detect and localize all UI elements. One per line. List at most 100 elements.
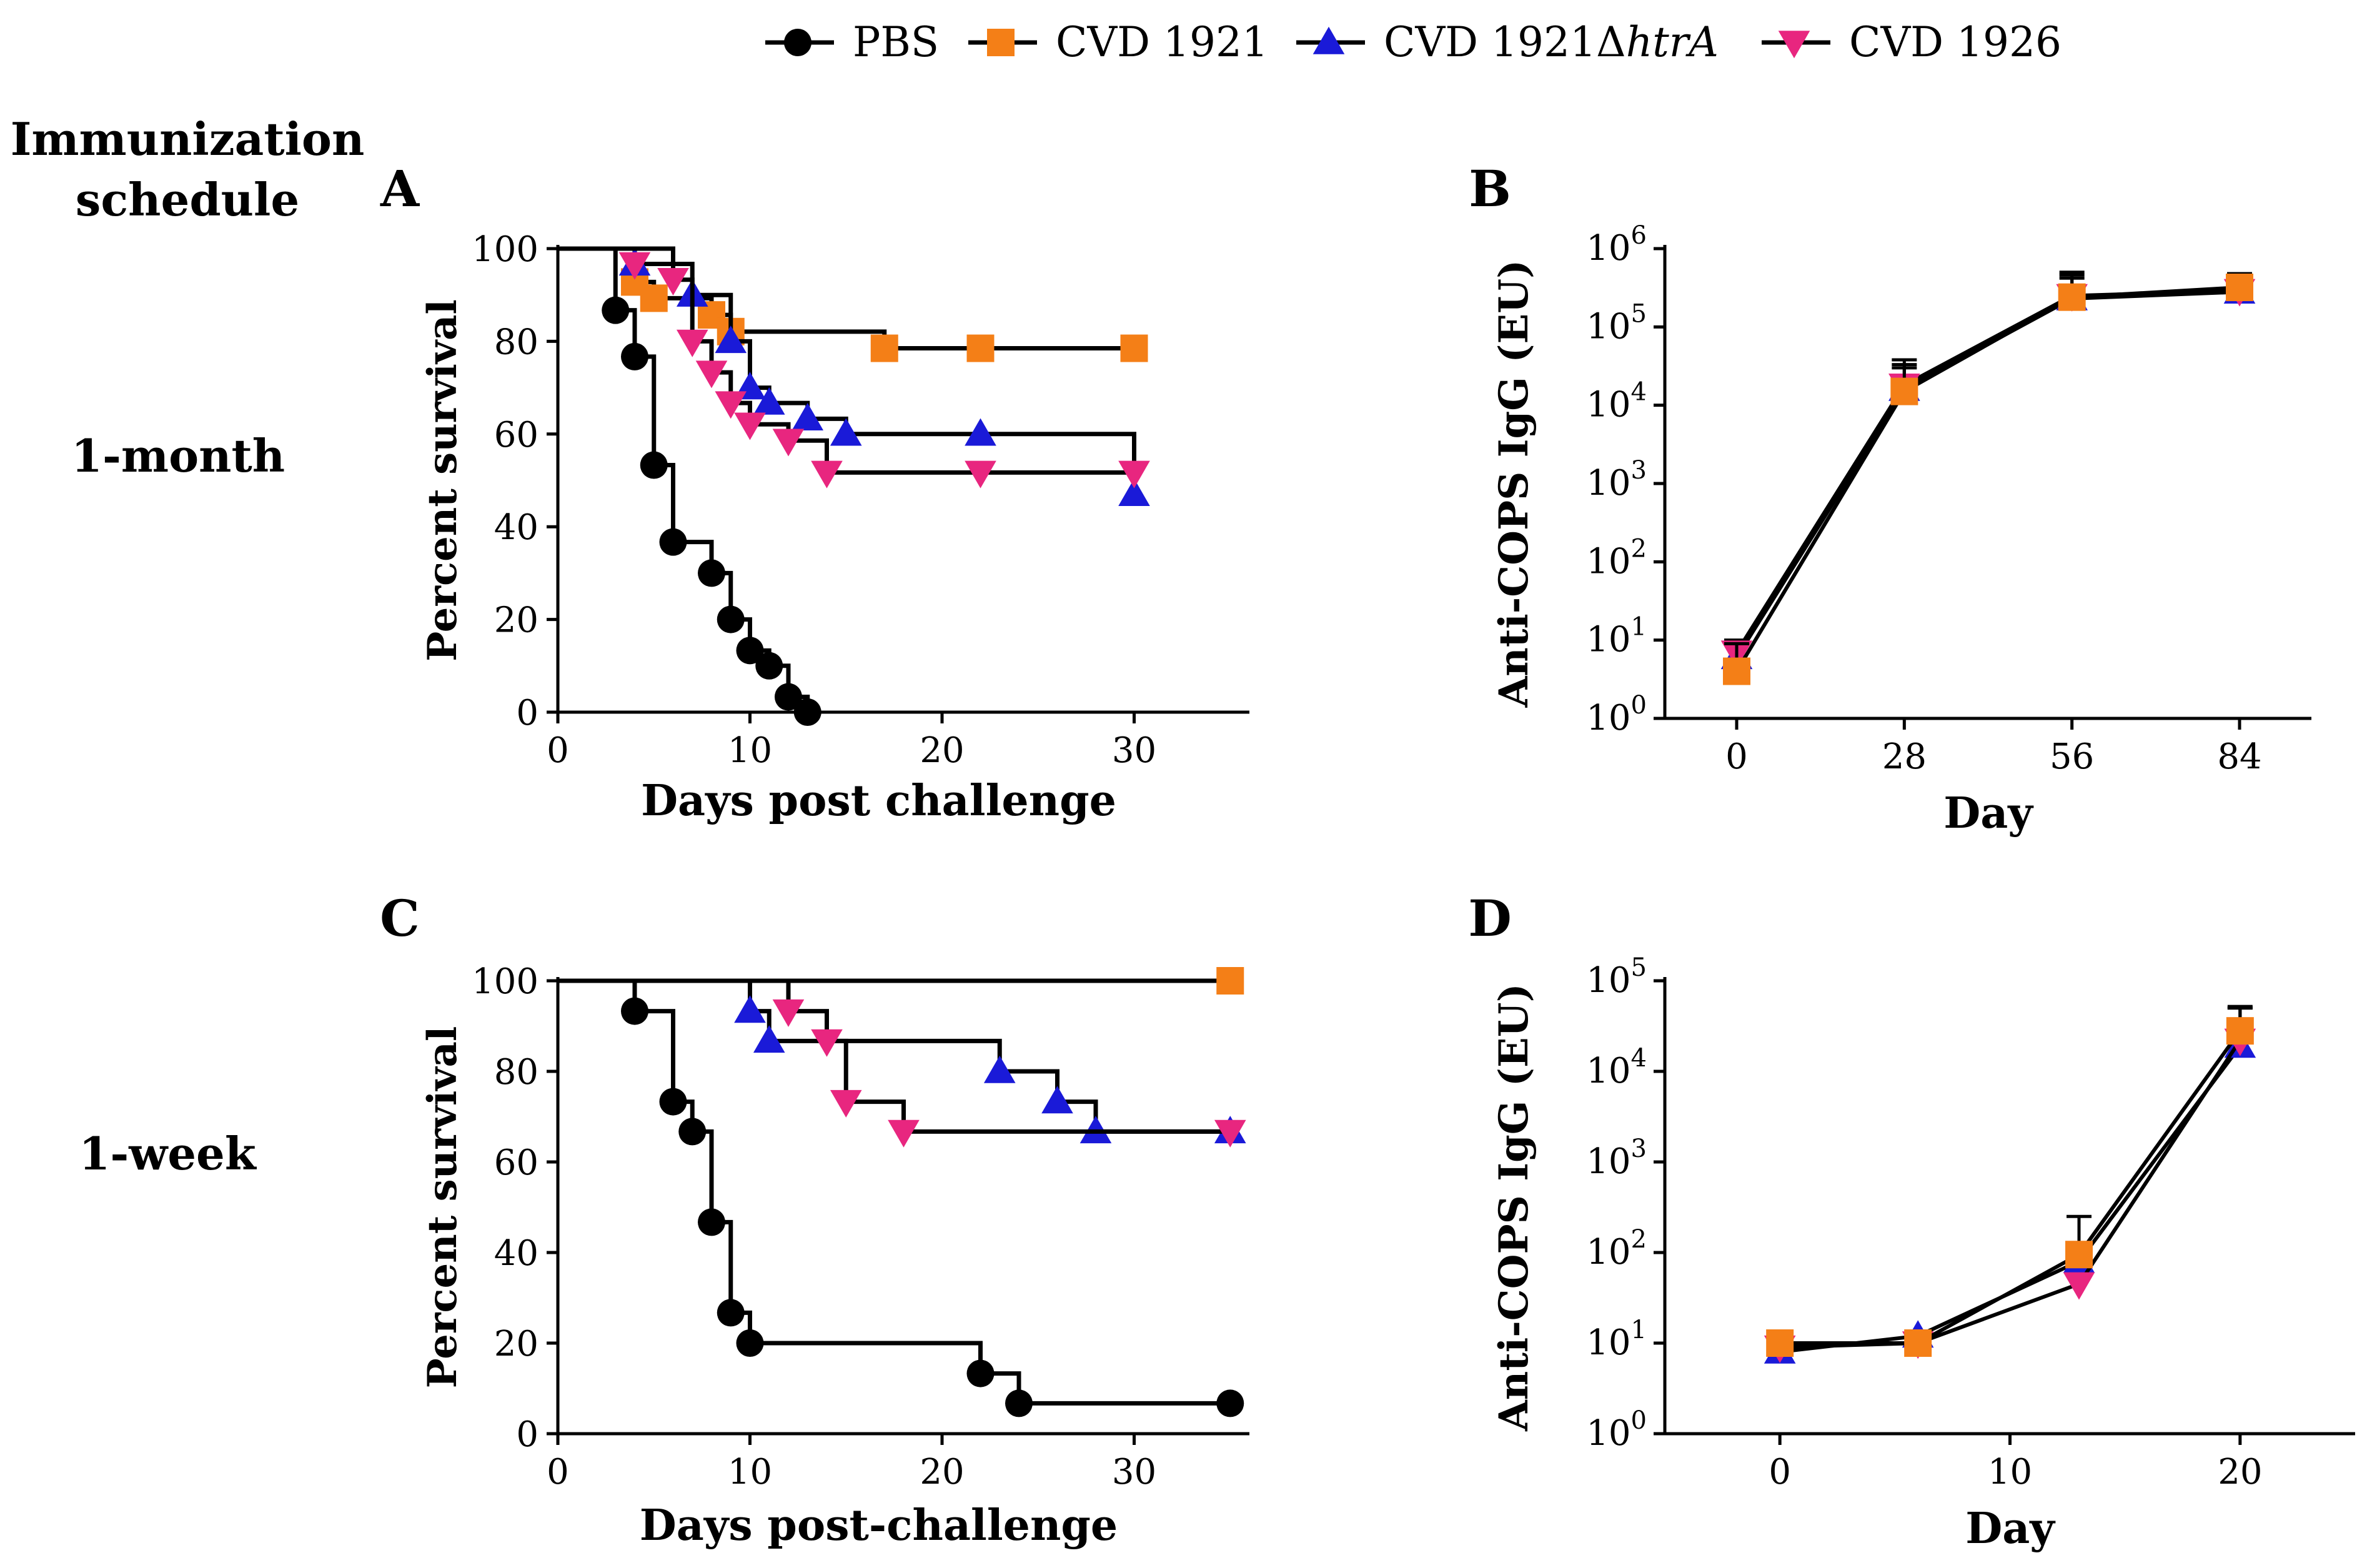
- panel-a-x-tick-label: 10: [728, 730, 772, 771]
- legend-entry-cvd-1921: CVD 1921: [968, 18, 1268, 66]
- panel-a-y-tick-label: 40: [494, 507, 538, 548]
- panel-d-series-cvd-1926-line: [1780, 1039, 2242, 1349]
- panel-c-series-pbs: [558, 978, 1244, 1417]
- panel-c-x-tick-label: 10: [728, 1452, 772, 1492]
- panel-a-series-cvd-1921delta-htra-point: [965, 418, 996, 446]
- legend-label: CVD 1926: [1849, 18, 2062, 66]
- panel-c-series-cvd-1921delta-htra-point: [983, 1055, 1016, 1083]
- panel-a-series-pbs: [558, 246, 821, 726]
- panel-a-x-tick-label: 20: [920, 730, 964, 771]
- panel-a-y-tick-label: 0: [516, 693, 538, 733]
- panel-b-x-tick-label: 84: [2217, 737, 2261, 777]
- panel-c-series-pbs-point: [678, 1118, 707, 1146]
- legend-label: PBS: [853, 18, 939, 66]
- panel-c-x-axis-label: Days post-challenge: [640, 1501, 1118, 1551]
- panel-b-series-cvd-1921-line: [1735, 285, 2240, 673]
- panel-b-y-tick-label: 101: [1586, 613, 1647, 660]
- panel-b-series-cvd-1921: [1723, 270, 2253, 685]
- panel-c-series-cvd-1926-line: [558, 978, 1231, 1134]
- panel-c-y-tick-label: 80: [494, 1052, 538, 1093]
- panel-d-y-tick-label: 104: [1586, 1044, 1647, 1091]
- panel-d-antibody-1-week: D 100 101 102 103 104 105 0 10 20 Day Anti-COPS IgG…: [1468, 889, 2355, 1554]
- panel-c-y-tick-label: 40: [494, 1233, 538, 1274]
- panel-d-y-tick-label: 102: [1586, 1225, 1647, 1273]
- panel-b-x-tick-label: 56: [2050, 737, 2094, 777]
- panel-a-series-pbs-point: [602, 296, 630, 324]
- panel-c-series-cvd-1921delta-htra-point: [734, 995, 766, 1023]
- legend-label: CVD 1921: [1056, 18, 1268, 66]
- panel-a-series-cvd-1926-point: [657, 268, 689, 296]
- panel-a-series-cvd-1926-point: [618, 252, 651, 280]
- panel-a-series-cvd-1926-point: [1118, 460, 1150, 489]
- panel-d-series-cvd-1921delta-htra-line: [1779, 1045, 2242, 1354]
- panel-b-series-cvd-1926: [1720, 272, 2256, 668]
- panel-c-series-pbs-point: [659, 1088, 687, 1116]
- panel-a-series-pbs-point: [640, 451, 668, 479]
- panel-b-y-tick-label: 100: [1586, 691, 1647, 738]
- panel-d-x-axis-label: Day: [1965, 1504, 2056, 1554]
- panel-d-series-cvd-1921: [1766, 1005, 2254, 1357]
- panel-c-series-pbs-point: [621, 997, 648, 1025]
- panel-c-y-tick-label: 100: [472, 961, 538, 1002]
- panel-c-series-cvd-1926-point: [772, 999, 805, 1027]
- panel-a-series-cvd-1921delta-htra-point: [1118, 478, 1150, 506]
- panel-a-survival-1-month: A 0 20 40 60 80 100 0 10 20 30 Days post challenge P…: [380, 159, 1249, 826]
- panel-c-series-pbs-point: [966, 1359, 995, 1387]
- panel-a-series-cvd-1926-point: [772, 429, 805, 457]
- panel-c-y-tick-label: 60: [494, 1143, 538, 1183]
- legend-marker-square: [987, 29, 1015, 56]
- panel-d-x-tick-label: 0: [1769, 1452, 1791, 1492]
- panel-a-series-pbs-point: [793, 698, 821, 726]
- panel-b-series-cvd-1921-point: [1890, 377, 1918, 405]
- panel-a-series-cvd-1921-point: [1120, 334, 1148, 362]
- panel-c-series-cvd-1926-point: [811, 1029, 843, 1057]
- panel-d-letter: D: [1468, 889, 1511, 948]
- panel-d-x-tick-label: 20: [2218, 1452, 2262, 1492]
- row-title-line-2: schedule: [76, 173, 299, 226]
- panel-d-series-cvd-1921-point: [1766, 1329, 1794, 1357]
- panel-a-y-tick-label: 100: [472, 229, 538, 270]
- panel-a-series-cvd-1926: [558, 246, 1150, 489]
- panel-c-series-cvd-1926-point: [830, 1089, 862, 1118]
- legend-marker-triangle-up: [1313, 26, 1345, 54]
- panel-c-y-axis-label: Percent survival: [419, 1026, 466, 1389]
- panel-c-survival-1-week: C 0 20 40 60 80 100 0 10 20 30 Days post-challenge P…: [380, 889, 1249, 1551]
- row-title-line-1: Immunization: [11, 112, 365, 166]
- panel-b-x-tick-label: 0: [1725, 737, 1748, 777]
- panel-a-series-cvd-1926-line: [558, 246, 1134, 475]
- panel-c-series-cvd-1921delta-htra-line: [558, 978, 1231, 1134]
- panel-b-series-cvd-1921-point: [2058, 283, 2086, 311]
- panel-a-series-cvd-1926-point: [676, 329, 708, 357]
- panel-d-y-tick-label: 103: [1586, 1134, 1647, 1182]
- panel-b-letter: B: [1469, 159, 1511, 218]
- panel-b-x-tick-label: 28: [1882, 737, 1927, 777]
- panel-b-y-axis-label: Anti-COPS IgG (EU): [1491, 260, 1537, 708]
- panel-a-series-cvd-1921delta-htra-point: [830, 418, 862, 446]
- panel-d-series-cvd-1921-point: [2065, 1241, 2093, 1269]
- panel-a-series-cvd-1921delta-htra-point: [753, 387, 785, 415]
- legend-entry-cvd-1926: CVD 1926: [1762, 18, 2062, 66]
- panel-d-y-tick-label: 105: [1586, 953, 1647, 1001]
- panel-c-series-cvd-1926-point: [1214, 1119, 1246, 1148]
- panel-c-series-pbs-point: [698, 1208, 725, 1236]
- panel-d-y-axis-label: Anti-COPS IgG (EU): [1491, 983, 1537, 1432]
- panel-d-series-cvd-1921-point: [1904, 1329, 1932, 1357]
- panel-d-x-tick-label: 10: [1988, 1452, 2032, 1492]
- panel-a-y-tick-label: 80: [494, 322, 538, 362]
- panel-b-series-cvd-1921-point: [1723, 657, 1750, 685]
- panel-b-y-tick-label: 106: [1586, 221, 1647, 269]
- panel-a-series-pbs-line: [558, 246, 810, 712]
- panel-c-series-cvd-1921-point: [1216, 967, 1244, 995]
- panel-b-x-axis-label: Day: [1943, 788, 2034, 838]
- panel-c-letter: C: [380, 889, 420, 948]
- legend-label: CVD 1921ΔhtrA: [1384, 18, 1719, 66]
- panel-c-x-tick-label: 0: [547, 1452, 569, 1492]
- panel-a-series-cvd-1926-point: [715, 391, 747, 419]
- panel-a-series-cvd-1921-point: [640, 284, 668, 312]
- panel-c-series-pbs-point: [736, 1329, 764, 1357]
- panel-d-y-tick-label: 101: [1586, 1316, 1647, 1363]
- panel-a-series-cvd-1921-point: [966, 334, 995, 362]
- panel-d-y-tick-label: 100: [1586, 1406, 1647, 1454]
- panel-a-series-cvd-1921-point: [870, 334, 898, 362]
- panel-b-y-tick-label: 104: [1586, 378, 1647, 425]
